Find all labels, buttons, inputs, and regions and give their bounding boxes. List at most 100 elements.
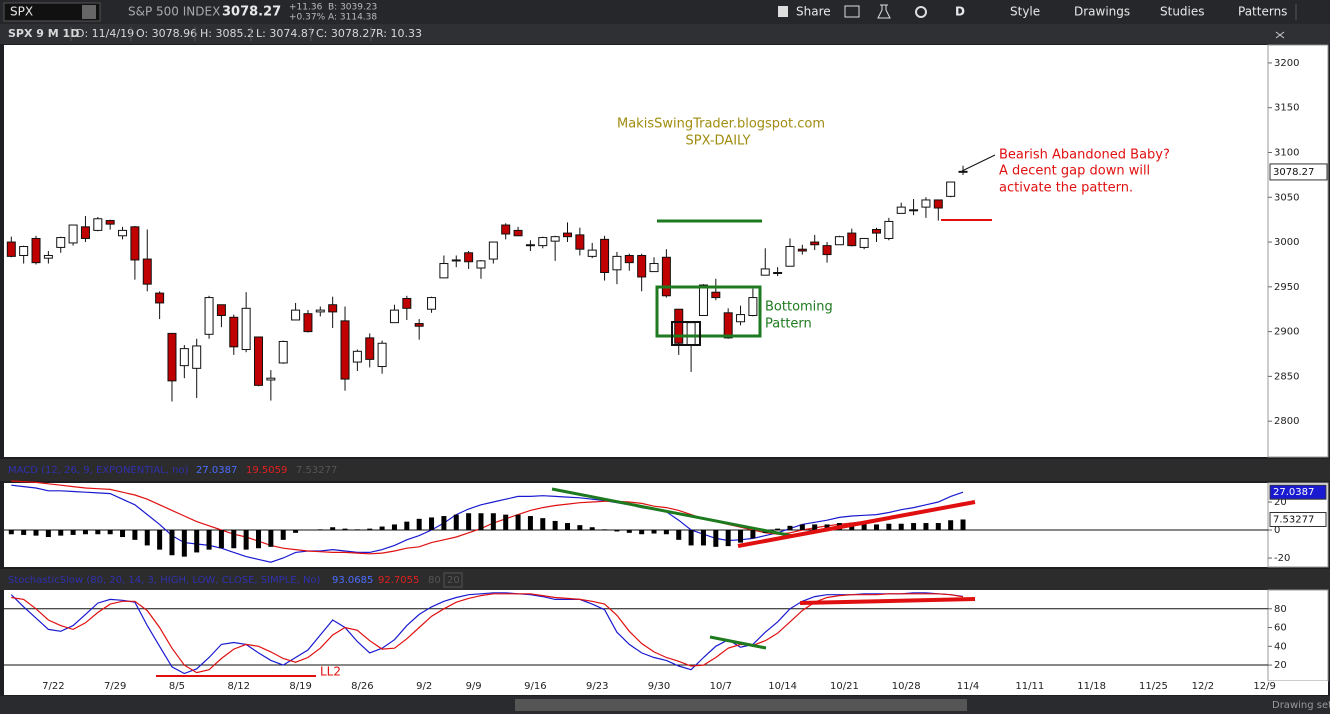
candle-body xyxy=(600,238,610,273)
histogram-bar xyxy=(280,530,286,540)
candle-body xyxy=(612,255,622,271)
share-button[interactable]: Share xyxy=(796,5,831,19)
candle-body xyxy=(142,258,152,285)
histogram-bar xyxy=(429,517,435,531)
trend-line xyxy=(551,487,794,538)
candle-body xyxy=(822,245,832,256)
symbol-box[interactable] xyxy=(3,2,101,22)
level-value: 20 xyxy=(447,575,460,586)
k-value: 93.0685 xyxy=(332,575,373,586)
histogram-bar xyxy=(540,518,546,531)
settings-icon[interactable] xyxy=(915,6,927,18)
histogram-bar xyxy=(960,519,966,531)
annotation: SPX-DAILY xyxy=(685,134,750,149)
candle-body xyxy=(414,323,424,327)
histogram-bar xyxy=(799,524,805,531)
info-text: H: 3085.2 xyxy=(200,27,254,40)
candle-body xyxy=(674,308,684,344)
histogram-bar xyxy=(231,530,237,549)
candle-body xyxy=(884,220,894,239)
scroll-thumb[interactable] xyxy=(515,699,967,711)
y-tick-label: 2850 xyxy=(1274,371,1299,382)
candle-body xyxy=(266,377,276,381)
y-tick-label: 3100 xyxy=(1274,147,1299,158)
y-tick-label: -20 xyxy=(1274,553,1290,564)
histogram-bar xyxy=(391,524,397,531)
level-value: 80 xyxy=(428,575,441,586)
candle-body xyxy=(624,254,634,264)
candle-body xyxy=(488,241,498,260)
candle-body xyxy=(303,313,313,333)
candle-body xyxy=(748,297,758,316)
signal-value: 19.5059 xyxy=(246,465,287,476)
symbol-dropdown[interactable] xyxy=(82,5,96,19)
candle-body xyxy=(921,199,931,208)
histogram-bar xyxy=(132,530,138,540)
x-tick-label: 7/29 xyxy=(104,681,126,692)
price-axis xyxy=(1267,44,1329,458)
patterns-button[interactable]: Patterns xyxy=(1238,5,1287,19)
drawings-button[interactable]: Drawings xyxy=(1074,5,1130,19)
x-tick-label: 8/19 xyxy=(289,681,311,692)
histogram-bar xyxy=(466,513,472,531)
date-axis xyxy=(4,681,1328,695)
histogram-bar xyxy=(700,530,706,546)
candle-body xyxy=(229,316,239,348)
candle-body xyxy=(179,348,189,367)
candle-body xyxy=(43,254,53,259)
histogram-bar xyxy=(923,523,929,531)
period-button[interactable]: D xyxy=(955,5,965,19)
change-pct: +0.37% xyxy=(289,13,326,23)
stoch-title: StochasticSlow (80, 20, 14, 3, HIGH, LOW… xyxy=(8,575,321,586)
y-tick-label: 3200 xyxy=(1274,58,1299,69)
price-panel xyxy=(4,45,1268,457)
candle-body xyxy=(340,320,350,380)
symbol[interactable]: SPX xyxy=(10,5,33,19)
histogram-bar xyxy=(552,520,558,531)
x-tick-label: 10/28 xyxy=(892,681,921,692)
macd-panel xyxy=(4,483,1268,567)
last-price: 3078.27 xyxy=(222,5,281,20)
candle-body xyxy=(810,241,820,246)
candle-body xyxy=(204,297,214,335)
description: S&P 500 INDEX xyxy=(128,5,220,19)
candle-body xyxy=(377,342,387,368)
histogram-bar xyxy=(663,530,669,535)
histogram-bar xyxy=(861,523,867,531)
candle-body xyxy=(80,226,90,239)
histogram-bar xyxy=(948,520,954,531)
candle-body xyxy=(797,248,807,252)
candle-body xyxy=(192,345,202,369)
candle-body xyxy=(785,246,795,267)
icon[interactable] xyxy=(844,5,860,18)
histogram-bar xyxy=(218,530,224,549)
share-icon[interactable] xyxy=(778,6,788,17)
histogram-bar xyxy=(886,523,892,531)
studies-button[interactable]: Studies xyxy=(1160,5,1205,19)
macd-title: MACD (12, 26, 9, EXPONENTIAL, no) xyxy=(8,465,189,476)
histogram-bar xyxy=(602,529,608,531)
histogram-bar xyxy=(367,528,373,531)
stoch-panel xyxy=(4,590,1268,681)
expand-icon[interactable] xyxy=(1275,31,1285,39)
candle-body xyxy=(575,234,585,250)
candle-body xyxy=(254,336,263,386)
histogram-bar xyxy=(453,514,459,531)
x-tick-label: 11/11 xyxy=(1015,681,1044,692)
candle-body xyxy=(525,244,535,247)
candle-body xyxy=(315,309,325,313)
icon[interactable] xyxy=(877,4,891,19)
histogram-bar xyxy=(342,528,348,531)
pointer-line xyxy=(961,154,996,172)
macd-value: 27.0387 xyxy=(196,465,237,476)
style-button[interactable]: Style xyxy=(1010,5,1040,19)
histogram-bar xyxy=(206,530,212,550)
trend-line xyxy=(737,500,976,548)
histogram-bar xyxy=(70,530,76,535)
candle-body xyxy=(736,314,746,323)
histogram-bar xyxy=(676,530,682,540)
candle-body xyxy=(93,218,103,231)
y-tick-label: 3150 xyxy=(1274,103,1299,114)
y-tick-label: 2950 xyxy=(1274,282,1299,293)
histogram-bar xyxy=(120,530,126,538)
